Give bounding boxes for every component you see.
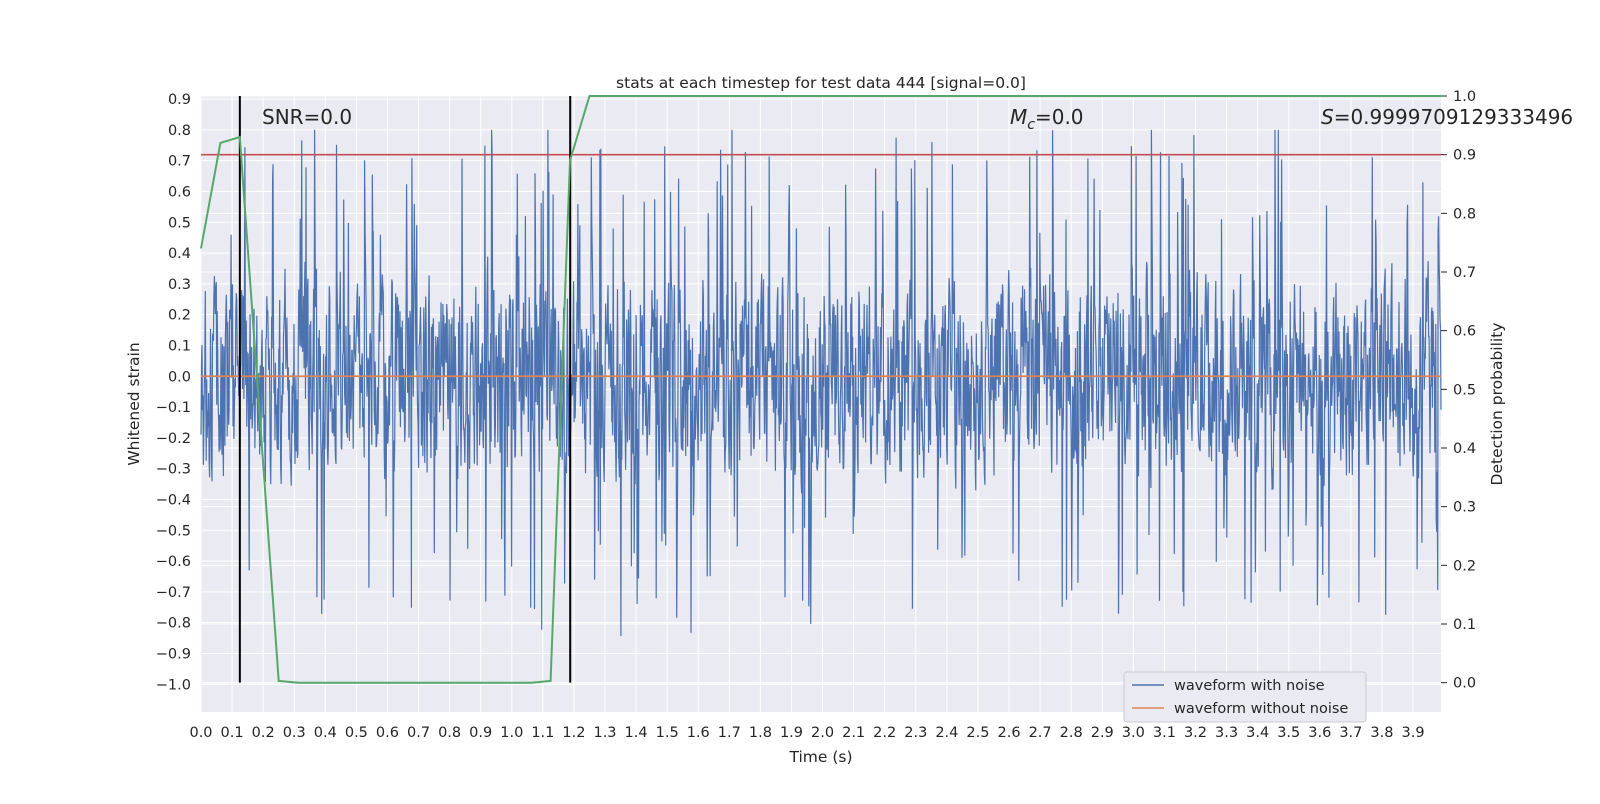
y2-tick-label: 0.0: [1453, 676, 1476, 692]
x-tick-label: 1.5: [656, 725, 679, 741]
y-ticks: 0.9 0.8 0.7 0.6 0.5 0.4 0.3 0.2 0.1 0.0 −0.1 −0.2 −0…: [156, 92, 191, 693]
y-tick-label: −0.5: [156, 523, 191, 539]
y-tick-label: 0.6: [168, 184, 191, 200]
x-tick-label: 3.3: [1215, 725, 1238, 741]
chirp-mass-annotation: Mc=0.0: [1010, 105, 1084, 133]
x-tick-label: 2.6: [997, 725, 1020, 741]
y-tick-label: 0.2: [168, 308, 191, 324]
y-tick-label: −1.0: [156, 677, 191, 693]
x-tick-label: 1.3: [593, 725, 616, 741]
x-tick-label: 0.0: [189, 725, 212, 741]
x-tick-label: 1.9: [780, 725, 803, 741]
legend-label-noisy: waveform with noise: [1174, 678, 1325, 694]
x-axis-label: Time (s): [788, 748, 852, 766]
x-tick-label: 1.7: [718, 725, 741, 741]
x-tick-label: 2.9: [1091, 725, 1114, 741]
snr-annotation: SNR=0.0: [262, 105, 352, 129]
chirp-mass-value: =0.0: [1035, 105, 1084, 129]
y-tick-label: 0.7: [168, 154, 191, 170]
x-tick-label: 0.1: [221, 725, 244, 741]
series-waveform-with-noise: [200, 129, 1442, 637]
x-tick-label: 2.8: [1060, 725, 1083, 741]
y2-tick-label: 1.0: [1453, 89, 1476, 105]
y2-tick-label: 0.3: [1453, 500, 1476, 516]
x-tick-label: 3.5: [1277, 725, 1300, 741]
y2-tick-label: 0.1: [1453, 617, 1476, 633]
x-tick-label: 3.8: [1370, 725, 1393, 741]
score-symbol: S: [1321, 105, 1334, 129]
x-tick-label: 0.4: [314, 725, 337, 741]
y2-tick-label: 0.2: [1453, 558, 1476, 574]
chart-title: stats at each timestep for test data 444…: [616, 74, 1026, 92]
x-tick-label: 0.6: [376, 725, 399, 741]
legend-box: [1123, 671, 1367, 723]
x-tick-label: 0.2: [252, 725, 275, 741]
y-tick-label: −0.1: [156, 400, 191, 416]
y-tick-label: 0.0: [168, 369, 191, 385]
x-tick-label: 0.3: [283, 725, 306, 741]
y-tick-label: −0.9: [156, 646, 191, 662]
x-tick-label: 3.2: [1184, 725, 1207, 741]
x-tick-label: 0.7: [407, 725, 430, 741]
y-tick-label: 0.8: [168, 123, 191, 139]
y-tick-label: 0.1: [168, 338, 191, 354]
x-tick-label: 3.9: [1401, 725, 1424, 741]
x-tick-label: 2.7: [1029, 725, 1052, 741]
x-tick-label: 3.4: [1246, 725, 1269, 741]
x-tick-label: 2.4: [935, 725, 958, 741]
x-tick-label: 2.5: [966, 725, 989, 741]
x-tick-label: 1.8: [749, 725, 772, 741]
y-tick-label: 0.9: [168, 92, 191, 108]
y-tick-label: −0.7: [156, 585, 191, 601]
y2-axis-label: Detection probability: [1488, 323, 1506, 486]
x-tick-label: 1.6: [687, 725, 710, 741]
y2-tick-label: 0.9: [1453, 148, 1476, 164]
x-tick-label: 3.7: [1339, 725, 1362, 741]
score-value: =0.9999709129333496: [1334, 105, 1573, 129]
x-tick-label: 2.2: [873, 725, 896, 741]
y2-tick-label: 0.5: [1453, 382, 1476, 398]
score-annotation: S=0.9999709129333496: [1321, 105, 1573, 129]
y-tick-label: −0.2: [156, 431, 191, 447]
y2-tick-label: 0.4: [1453, 441, 1476, 457]
x-tick-label: 3.6: [1308, 725, 1331, 741]
y2-tick-label: 0.8: [1453, 206, 1476, 222]
x-tick-label: 2.3: [904, 725, 927, 741]
x-tick-label: 2.1: [842, 725, 865, 741]
y-tick-label: −0.4: [156, 492, 191, 508]
x-tick-label: 3.1: [1153, 725, 1176, 741]
y-tick-label: 0.4: [168, 246, 191, 262]
y2-tick-label: 0.7: [1453, 265, 1476, 281]
y-tick-label: −0.6: [156, 554, 191, 570]
y-tick-label: 0.5: [168, 215, 191, 231]
y2-ticks: 1.0 0.9 0.8 0.7 0.6 0.5 0.4 0.3 0.2 0.1 0.0: [1441, 89, 1476, 692]
x-tick-label: 3.0: [1122, 725, 1145, 741]
x-tick-label: 1.0: [500, 725, 523, 741]
plot-area: [200, 95, 1442, 684]
x-tick-label: 1.2: [562, 725, 585, 741]
y-axis-label: Whitened strain: [125, 342, 143, 465]
legend-label-clean: waveform without noise: [1174, 701, 1348, 717]
x-tick-label: 0.9: [469, 725, 492, 741]
series-detection-probability: [200, 95, 1441, 684]
y-tick-label: 0.3: [168, 277, 191, 293]
y-tick-label: −0.8: [156, 616, 191, 632]
x-tick-label: 2.0: [811, 725, 834, 741]
y2-tick-label: 0.6: [1453, 324, 1476, 340]
legend: waveform with noise waveform without noi…: [1123, 671, 1367, 723]
y-tick-label: −0.3: [156, 462, 191, 478]
x-tick-label: 1.1: [531, 725, 554, 741]
chirp-mass-subscript: c: [1027, 117, 1035, 133]
x-ticks: 0.0 0.1 0.2 0.3 0.4 0.5 0.6 0.7 0.8 0.9 1.0 1.1 1.2 1…: [189, 725, 1424, 741]
chirp-mass-symbol: M: [1010, 105, 1027, 129]
x-tick-label: 0.5: [345, 725, 368, 741]
x-tick-label: 1.4: [625, 725, 648, 741]
x-tick-label: 0.8: [438, 725, 461, 741]
